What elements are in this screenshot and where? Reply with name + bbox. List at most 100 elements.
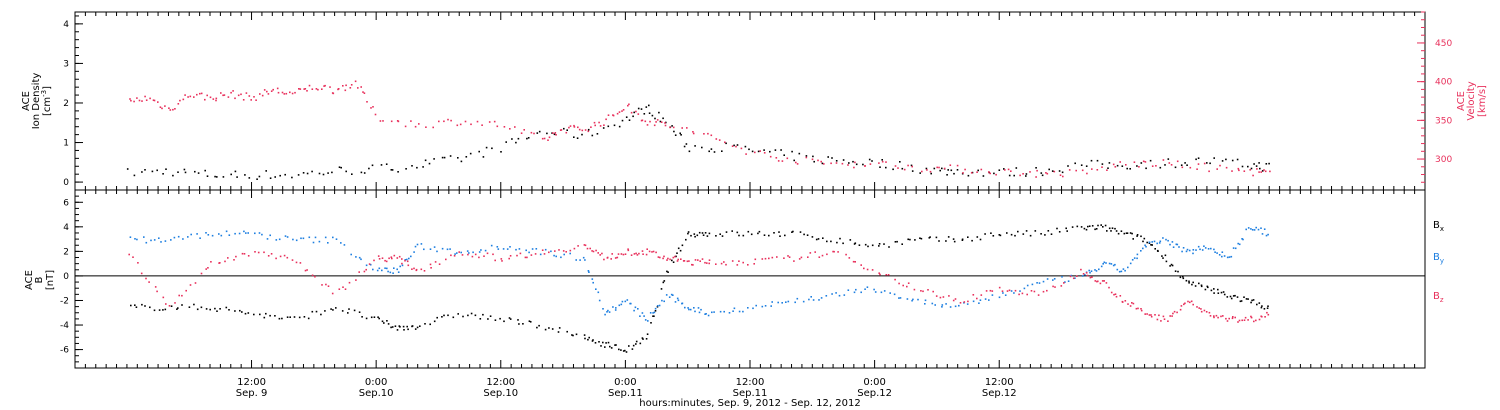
- point: [324, 236, 327, 239]
- point: [176, 308, 178, 310]
- point: [710, 134, 713, 137]
- point: [1188, 280, 1190, 283]
- point: [1200, 284, 1203, 287]
- point: [1251, 299, 1253, 302]
- point: [1035, 167, 1037, 169]
- point: [1124, 269, 1126, 272]
- point: [508, 317, 511, 319]
- point: [344, 89, 347, 92]
- point: [655, 121, 657, 123]
- point: [752, 307, 754, 310]
- point: [683, 260, 686, 262]
- point: [854, 242, 857, 244]
- point: [721, 150, 723, 152]
- point: [263, 316, 266, 319]
- point: [1136, 257, 1138, 260]
- point: [988, 171, 990, 173]
- point: [669, 258, 671, 261]
- point: [692, 131, 694, 133]
- point: [1127, 266, 1129, 269]
- point: [494, 319, 497, 321]
- point: [878, 162, 880, 164]
- point: [258, 175, 261, 178]
- point: [269, 177, 272, 179]
- point: [621, 300, 624, 303]
- point: [1162, 159, 1165, 161]
- point: [523, 129, 525, 131]
- point: [566, 129, 568, 131]
- point: [390, 326, 392, 329]
- point: [871, 244, 874, 247]
- point: [489, 315, 492, 317]
- point: [267, 93, 270, 95]
- point: [964, 168, 966, 171]
- point: [360, 258, 362, 261]
- point: [524, 256, 527, 259]
- point: [558, 327, 561, 329]
- point: [783, 257, 785, 259]
- point: [1256, 168, 1258, 170]
- velocity-tick-label: 300: [1435, 155, 1452, 165]
- point: [826, 253, 828, 256]
- point: [1167, 239, 1169, 242]
- point: [1099, 282, 1102, 285]
- point: [306, 172, 309, 175]
- point: [1241, 319, 1243, 322]
- point: [454, 253, 456, 255]
- point: [366, 101, 368, 103]
- density-axis-title-line1: ACE: [21, 91, 32, 111]
- point: [575, 333, 578, 336]
- point: [1058, 170, 1061, 172]
- point: [645, 253, 648, 256]
- point: [977, 169, 979, 172]
- point: [194, 170, 196, 173]
- point: [954, 298, 957, 300]
- point: [627, 249, 630, 252]
- point: [649, 120, 651, 123]
- point: [365, 264, 368, 267]
- point: [1206, 285, 1209, 288]
- point: [1209, 315, 1212, 317]
- point: [128, 253, 130, 256]
- point: [708, 232, 711, 235]
- point: [1192, 252, 1194, 255]
- point: [1230, 297, 1233, 300]
- point: [1086, 172, 1088, 175]
- point: [327, 242, 329, 244]
- point: [1052, 279, 1054, 281]
- point: [705, 313, 707, 315]
- point: [254, 251, 256, 253]
- point: [158, 309, 161, 311]
- magnetic-field-marks: [75, 224, 1425, 353]
- point: [255, 99, 257, 101]
- point: [630, 254, 633, 256]
- point: [1180, 305, 1183, 307]
- point: [919, 172, 921, 174]
- point: [598, 121, 600, 124]
- point: [1114, 166, 1117, 168]
- point: [187, 236, 189, 238]
- point: [799, 231, 802, 233]
- point: [685, 143, 688, 145]
- point: [970, 172, 973, 174]
- point: [864, 288, 866, 290]
- point: [196, 233, 198, 235]
- point: [1268, 162, 1270, 165]
- point: [181, 294, 183, 297]
- point: [414, 245, 417, 248]
- point: [432, 126, 434, 129]
- point: [694, 310, 696, 313]
- point: [164, 240, 167, 242]
- point: [1200, 310, 1203, 313]
- point: [144, 169, 146, 171]
- point: [547, 139, 549, 141]
- point: [425, 126, 427, 128]
- point: [543, 137, 546, 140]
- point: [594, 124, 596, 127]
- point: [413, 251, 415, 253]
- point: [1113, 293, 1115, 296]
- point: [389, 271, 392, 274]
- point: [267, 255, 270, 257]
- point: [1006, 290, 1009, 292]
